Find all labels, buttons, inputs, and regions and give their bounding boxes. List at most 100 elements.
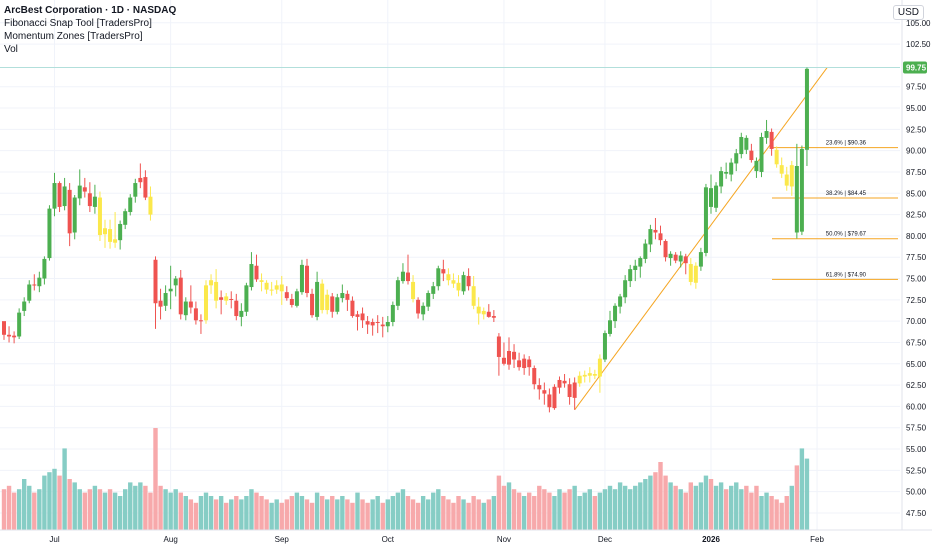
volume-bar xyxy=(405,496,411,530)
volume-bar xyxy=(739,489,744,530)
candle xyxy=(476,297,481,325)
candle-body xyxy=(764,131,769,138)
candle xyxy=(47,205,52,261)
volume-bar xyxy=(486,499,491,530)
time-tick-label: Aug xyxy=(164,535,178,544)
candle xyxy=(658,225,663,246)
volume-bar xyxy=(72,482,77,530)
symbol-title[interactable]: ArcBest Corporation · 1D · NASDAQ xyxy=(4,5,177,16)
candle-body xyxy=(749,150,754,161)
candle xyxy=(305,258,309,298)
candle xyxy=(491,310,496,322)
candle xyxy=(547,388,552,413)
candle-body xyxy=(82,187,87,192)
currency-badge[interactable]: USD xyxy=(892,5,924,20)
time-tick-label: Nov xyxy=(497,535,511,544)
candle xyxy=(17,308,22,340)
candle-body xyxy=(739,137,744,155)
candle-body xyxy=(537,385,542,390)
candle-body xyxy=(431,286,436,294)
indicator-momentum-zones[interactable]: Momentum Zones [TradersPro] xyxy=(4,31,143,42)
price-axis: 47.50 50.00 52.50 55.00 57.50 60.00 62.50 65.00… xyxy=(901,0,932,550)
volume-bar xyxy=(723,489,729,530)
volume-bar xyxy=(107,489,113,530)
candle-body xyxy=(310,293,315,316)
chart-legend: ArcBest Corporation · 1D · NASDAQ Fibona… xyxy=(4,4,176,56)
candle-body xyxy=(486,311,491,317)
candle xyxy=(597,354,602,393)
volume-bar xyxy=(602,489,608,530)
candle-body xyxy=(703,187,708,253)
candle-body xyxy=(325,294,330,311)
candle-body xyxy=(522,358,527,369)
volume-bar xyxy=(506,482,512,530)
candle-body xyxy=(698,252,703,267)
candle xyxy=(411,275,416,303)
candle xyxy=(310,288,315,318)
candle xyxy=(688,258,693,286)
candle xyxy=(153,256,158,329)
candle xyxy=(395,276,400,311)
candle xyxy=(103,219,107,248)
candle xyxy=(461,271,466,295)
volume-bar xyxy=(668,482,673,530)
candle-body xyxy=(714,185,719,208)
volume-bar xyxy=(77,489,82,530)
candle-body xyxy=(774,149,779,165)
candle xyxy=(577,371,582,387)
volume-bar xyxy=(178,492,183,530)
volume-bar xyxy=(516,492,522,530)
candle-body xyxy=(380,324,385,327)
candle xyxy=(623,275,628,304)
candle xyxy=(582,370,587,383)
candle-body xyxy=(350,300,355,317)
candle-body xyxy=(683,256,688,264)
volume-bar xyxy=(52,468,57,530)
candle-body xyxy=(719,171,724,187)
candle-body xyxy=(476,306,481,314)
volume-bar xyxy=(572,485,577,530)
volume-bar xyxy=(617,482,623,530)
volume-bar xyxy=(562,492,567,530)
candle xyxy=(663,239,668,262)
candle-body xyxy=(128,197,133,213)
candle xyxy=(7,326,12,343)
indicator-fib-snap[interactable]: Fibonacci Snap Tool [TradersPro] xyxy=(4,18,152,29)
candle-body xyxy=(269,289,274,291)
volume-bar xyxy=(208,496,214,530)
candle xyxy=(572,377,577,410)
volume-bar xyxy=(501,485,507,530)
candle xyxy=(123,208,128,230)
candle-body xyxy=(653,229,658,233)
candle xyxy=(714,182,719,213)
volume-bar xyxy=(481,502,486,530)
candle-body xyxy=(360,313,365,321)
candle-body xyxy=(804,68,809,150)
volume-bar xyxy=(229,499,234,530)
candle-body xyxy=(335,297,340,312)
candle-body xyxy=(461,275,466,292)
volume-bar xyxy=(239,499,244,530)
candle xyxy=(512,344,517,369)
indicator-volume[interactable]: Vol xyxy=(4,44,18,55)
candle-body xyxy=(592,374,597,376)
candle xyxy=(163,285,168,311)
candle-body xyxy=(643,243,648,259)
volume-bar xyxy=(97,489,103,530)
candle xyxy=(168,265,173,310)
candle-body xyxy=(148,196,153,215)
candle xyxy=(385,316,390,333)
candle xyxy=(799,145,804,236)
candle xyxy=(193,301,198,325)
candle xyxy=(138,163,143,189)
candle-body xyxy=(517,360,522,368)
candle xyxy=(315,271,320,321)
candle xyxy=(678,251,683,268)
candle-body xyxy=(133,183,138,197)
candle-body xyxy=(577,375,582,384)
volume-bar xyxy=(259,496,264,530)
candle-body xyxy=(395,280,400,306)
candle xyxy=(37,271,42,293)
